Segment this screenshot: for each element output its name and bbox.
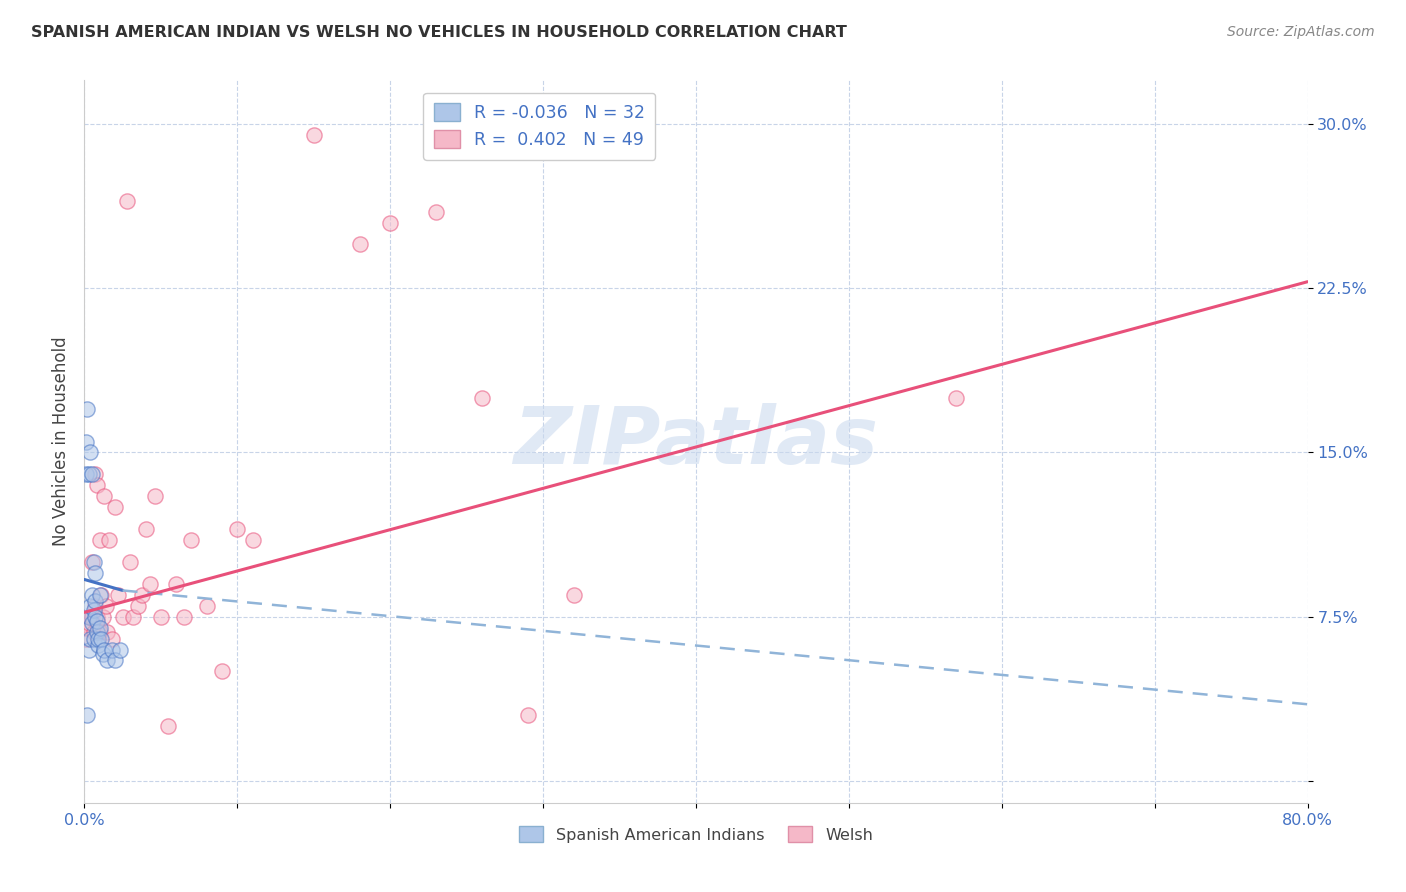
Point [76, 621, 98, 635]
Point [149, 609, 172, 624]
Point [211, 665, 233, 679]
Text: SPANISH AMERICAN INDIAN VS WELSH NO VEHICLES IN HOUSEHOLD CORRELATION CHART: SPANISH AMERICAN INDIAN VS WELSH NO VEHI… [31, 25, 846, 40]
Point [77, 467, 100, 482]
Point [471, 391, 494, 405]
Point [90, 632, 112, 646]
Legend: Spanish American Indians, Welsh: Spanish American Indians, Welsh [513, 820, 879, 849]
Point [80, 609, 103, 624]
Point [76, 401, 98, 416]
Point [86, 478, 108, 492]
Point [143, 489, 166, 503]
Point [302, 128, 325, 142]
Point [111, 609, 134, 624]
Point [157, 719, 180, 733]
Text: ZIPatlas: ZIPatlas [513, 402, 879, 481]
Point [84, 566, 107, 580]
Point [380, 216, 402, 230]
Point [75, 467, 97, 482]
Point [93, 642, 115, 657]
Point [242, 533, 264, 547]
Point [96, 653, 118, 667]
Point [89, 588, 111, 602]
Point [83, 603, 105, 617]
Point [122, 609, 145, 624]
Point [131, 588, 153, 602]
Point [83, 555, 105, 569]
Point [79, 632, 101, 646]
Point [89, 621, 111, 635]
Point [91, 609, 114, 624]
Point [94, 599, 117, 613]
Point [516, 708, 538, 723]
Point [173, 609, 195, 624]
Y-axis label: No Vehicles in Household: No Vehicles in Household [52, 336, 70, 547]
Point [84, 594, 107, 608]
Point [76, 708, 98, 723]
Point [945, 391, 967, 405]
Point [104, 500, 127, 515]
Point [425, 204, 447, 219]
Point [139, 577, 162, 591]
Point [101, 642, 124, 657]
Point [96, 625, 118, 640]
Point [180, 533, 202, 547]
Point [165, 577, 187, 591]
Point [83, 632, 105, 646]
Point [562, 588, 585, 602]
Point [90, 588, 112, 602]
Point [83, 625, 105, 640]
Point [91, 647, 114, 661]
Point [93, 489, 115, 503]
Point [195, 599, 218, 613]
Point [226, 522, 249, 536]
Point [89, 625, 111, 640]
Point [87, 632, 110, 646]
Point [86, 614, 108, 628]
Point [87, 638, 110, 652]
Point [84, 609, 107, 624]
Point [75, 434, 97, 449]
Point [79, 445, 101, 459]
Point [80, 588, 103, 602]
Point [80, 616, 103, 631]
Point [79, 599, 101, 613]
Point [349, 237, 371, 252]
Point [107, 588, 129, 602]
Point [77, 609, 100, 624]
Point [75, 632, 97, 646]
Point [80, 555, 103, 569]
Point [86, 609, 108, 624]
Text: Source: ZipAtlas.com: Source: ZipAtlas.com [1227, 25, 1375, 39]
Point [77, 642, 100, 657]
Point [77, 616, 100, 631]
Point [86, 625, 108, 640]
Point [84, 599, 107, 613]
Point [115, 194, 138, 208]
Point [89, 533, 111, 547]
Point [87, 621, 110, 635]
Point [120, 555, 142, 569]
Point [80, 467, 103, 482]
Point [127, 599, 149, 613]
Point [84, 467, 107, 482]
Point [97, 533, 120, 547]
Point [104, 653, 127, 667]
Point [135, 522, 157, 536]
Point [79, 609, 101, 624]
Point [101, 632, 124, 646]
Point [108, 642, 131, 657]
